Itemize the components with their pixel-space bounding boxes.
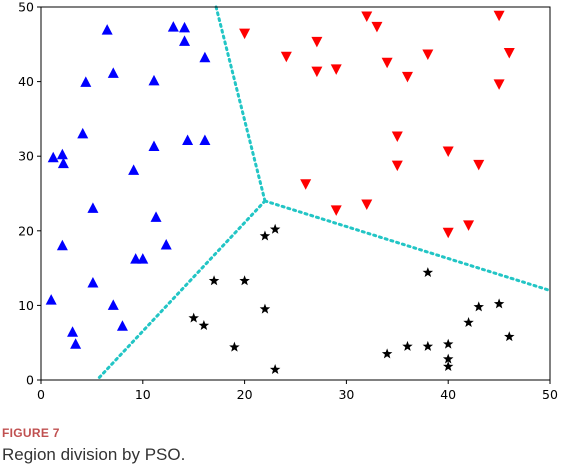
triangle-up-point xyxy=(70,338,82,349)
triangle-up-point xyxy=(87,277,99,288)
x-tick-label: 30 xyxy=(338,387,354,402)
triangle-up-point xyxy=(179,21,191,33)
star-point xyxy=(239,275,250,286)
triangle-down-point xyxy=(381,57,393,69)
star-point xyxy=(208,275,220,286)
figure-label: FIGURE 7 xyxy=(2,426,60,440)
x-tick-label: 20 xyxy=(237,387,253,402)
boundary-line-0 xyxy=(214,5,267,203)
triangle-down-point xyxy=(401,71,413,83)
triangle-up-point xyxy=(148,74,160,86)
y-tick-label: 50 xyxy=(18,0,34,15)
triangle-up-point xyxy=(80,76,92,87)
triangle-up-point xyxy=(160,238,172,250)
star-point xyxy=(442,338,454,349)
triangle-down-point xyxy=(493,10,505,22)
star-point xyxy=(463,317,474,328)
y-tick-label: 40 xyxy=(18,74,34,89)
triangle-up-point xyxy=(77,127,89,139)
triangle-up-point xyxy=(128,164,140,175)
triangle-down-point xyxy=(391,131,403,143)
triangle-up-point xyxy=(148,140,160,152)
triangle-up-point xyxy=(47,151,59,163)
star-point xyxy=(188,312,199,323)
triangle-down-point xyxy=(422,49,434,60)
star-point xyxy=(259,303,271,314)
y-tick-label: 0 xyxy=(26,373,34,388)
triangle-down-point xyxy=(311,66,323,78)
triangle-up-point xyxy=(107,299,119,310)
triangle-up-point xyxy=(137,253,149,264)
y-axis: 0 10 20 30 40 50 xyxy=(18,0,41,388)
star-point xyxy=(504,331,515,342)
triangle-up-point xyxy=(45,294,57,305)
triangle-down-point xyxy=(330,64,342,75)
triangle-up-point xyxy=(179,35,191,46)
x-tick-label: 50 xyxy=(542,387,558,402)
star-point xyxy=(381,348,393,359)
star-point xyxy=(442,353,454,364)
x-tick-label: 10 xyxy=(135,387,151,402)
x-tick-label: 40 xyxy=(440,387,456,402)
y-tick-label: 30 xyxy=(18,149,34,164)
triangle-down-point xyxy=(280,51,292,63)
triangle-down-point xyxy=(361,11,373,22)
triangle-down-point xyxy=(239,28,251,40)
star-point xyxy=(198,320,210,330)
triangle-up-point xyxy=(107,67,119,78)
x-axis: 0 10 20 30 40 50 xyxy=(37,380,558,402)
scatter-chart: 0 10 20 30 40 50 0 10 20 30 40 50 xyxy=(18,0,558,402)
figure-caption: Region division by PSO. xyxy=(2,445,186,464)
boundary-line-1 xyxy=(95,199,267,382)
data-points xyxy=(45,10,515,375)
star-point xyxy=(422,340,434,351)
y-tick-label: 10 xyxy=(18,298,34,313)
triangle-up-point xyxy=(199,134,211,146)
region-boundaries xyxy=(95,5,552,382)
star-point xyxy=(402,340,413,351)
triangle-up-point xyxy=(56,239,68,251)
triangle-down-point xyxy=(493,79,505,90)
star-point xyxy=(493,298,505,309)
triangle-down-point xyxy=(330,205,342,216)
triangle-down-point xyxy=(442,227,454,239)
triangle-up-point xyxy=(87,202,99,213)
boundary-line-2 xyxy=(263,199,552,292)
triangle-up-point xyxy=(67,326,79,337)
triangle-down-point xyxy=(463,220,475,231)
x-tick-label: 0 xyxy=(37,387,45,402)
star-point xyxy=(269,223,281,234)
triangle-down-point xyxy=(391,160,403,172)
triangle-down-point xyxy=(371,21,383,33)
triangle-down-point xyxy=(442,146,454,157)
triangle-down-point xyxy=(473,159,485,171)
star-point xyxy=(259,230,271,241)
star-point xyxy=(422,267,434,278)
star-point xyxy=(269,364,281,375)
triangle-up-point xyxy=(130,253,142,264)
triangle-down-point xyxy=(300,179,312,190)
triangle-up-point xyxy=(167,21,179,32)
triangle-up-point xyxy=(57,157,69,169)
star-point xyxy=(473,301,484,312)
triangle-up-point xyxy=(150,211,162,222)
plot-frame xyxy=(40,6,551,381)
star-point xyxy=(442,361,454,372)
star-point xyxy=(229,341,240,352)
triangle-up-point xyxy=(199,51,211,63)
triangle-up-point xyxy=(101,24,113,35)
triangle-down-point xyxy=(503,48,515,59)
triangle-up-point xyxy=(116,320,128,331)
triangle-down-point xyxy=(311,36,323,48)
triangle-up-point xyxy=(182,134,194,146)
triangle-down-point xyxy=(361,199,373,210)
y-tick-label: 20 xyxy=(18,223,34,238)
triangle-up-point xyxy=(56,148,68,160)
